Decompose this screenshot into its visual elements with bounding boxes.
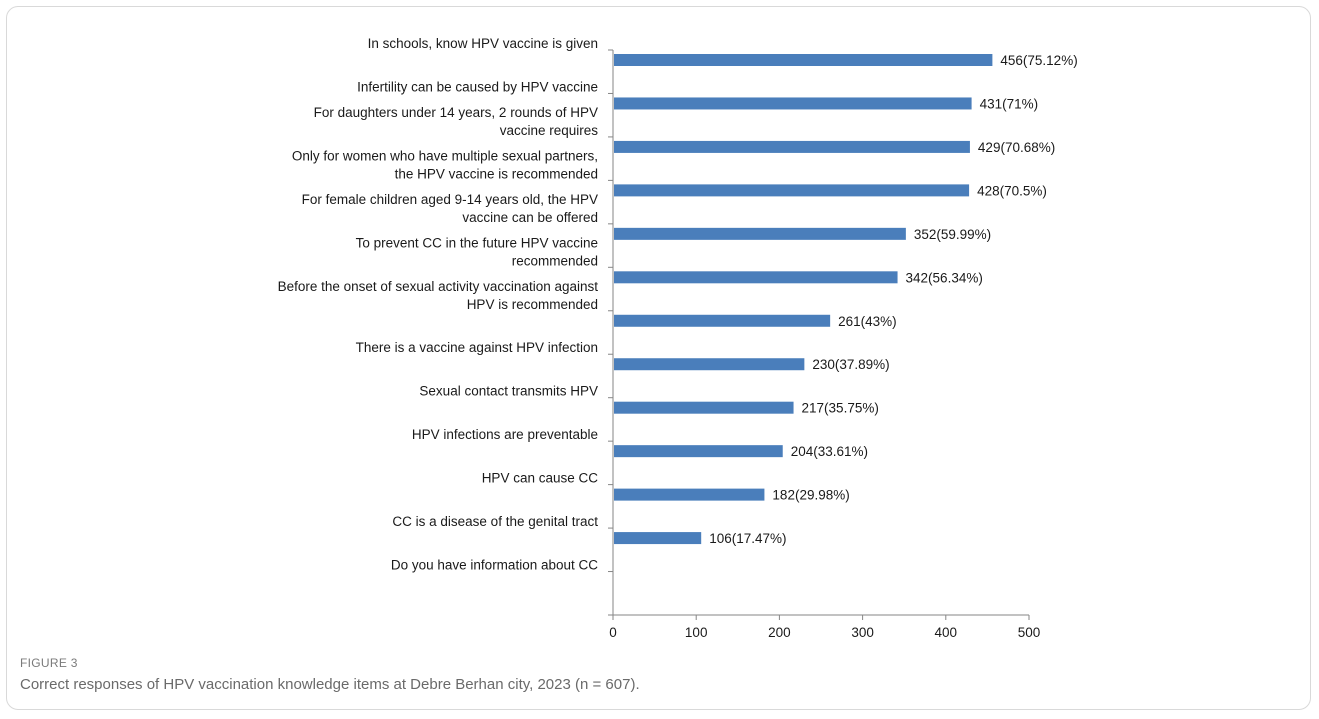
category-label-line: vaccine can be offered: [462, 210, 598, 225]
category-label: Infertility can be caused by HPV vaccine: [357, 79, 598, 94]
category-label: CC is a disease of the genital tract: [392, 514, 598, 529]
category-label: Do you have information about CC: [391, 558, 598, 573]
x-tick-label: 0: [609, 625, 617, 640]
category-label-line: recommended: [512, 253, 598, 268]
bar: [614, 54, 993, 66]
x-tick-label: 400: [935, 625, 958, 640]
category-label-line: For female children aged 9-14 years old,…: [302, 192, 598, 207]
category-label-line: In schools, know HPV vaccine is given: [368, 36, 598, 51]
category-label-line: CC is a disease of the genital tract: [392, 514, 598, 529]
category-label-line: the HPV vaccine is recommended: [395, 166, 598, 181]
bar: [614, 488, 765, 501]
data-label: 352(59.99%): [914, 227, 991, 242]
data-label: 217(35.75%): [802, 401, 879, 416]
category-label-line: Before the onset of sexual activity vacc…: [278, 279, 599, 294]
category-label: For daughters under 14 years, 2 rounds o…: [314, 105, 599, 138]
bar: [614, 445, 783, 458]
bar: [614, 314, 831, 327]
bar: [614, 532, 702, 545]
bar-chart: 0 100 200 300 400 500 456(75.12%) In schools, k…: [278, 36, 1078, 640]
category-label: Only for women who have multiple sexual …: [292, 148, 598, 181]
data-label: 431(71%): [980, 96, 1039, 111]
figure-frame: [6, 6, 1311, 710]
x-tick-label: 200: [768, 625, 791, 640]
category-label: Before the onset of sexual activity vacc…: [278, 279, 599, 312]
data-label: 342(56.34%): [906, 270, 983, 285]
data-label: 429(70.68%): [978, 140, 1055, 155]
x-tick-label: 300: [851, 625, 874, 640]
category-label-line: HPV can cause CC: [482, 471, 599, 486]
data-label: 428(70.5%): [977, 183, 1047, 198]
category-label-line: Do you have information about CC: [391, 558, 598, 573]
x-tick-label: 100: [685, 625, 708, 640]
category-label-line: To prevent CC in the future HPV vaccine: [356, 235, 598, 250]
data-label: 230(37.89%): [812, 357, 889, 372]
category-label-line: Sexual contact transmits HPV: [419, 384, 598, 399]
bar: [614, 401, 794, 414]
bar: [614, 271, 898, 284]
category-label-line: For daughters under 14 years, 2 rounds o…: [314, 105, 598, 120]
category-label: For female children aged 9-14 years old,…: [302, 192, 598, 225]
bar: [614, 358, 805, 371]
category-label: In schools, know HPV vaccine is given: [368, 36, 598, 51]
bar: [614, 227, 906, 240]
category-label: HPV can cause CC: [482, 471, 599, 486]
category-label-line: Only for women who have multiple sexual …: [292, 148, 598, 163]
category-label-line: vaccine requires: [500, 123, 599, 138]
figure-caption: Correct responses of HPV vaccination kno…: [20, 676, 640, 693]
data-label: 106(17.47%): [709, 531, 786, 546]
x-tick-label: 500: [1018, 625, 1041, 640]
category-label: There is a vaccine against HPV infection: [356, 340, 598, 355]
bar: [614, 184, 970, 197]
figure-label: FIGURE 3: [20, 656, 78, 670]
category-label: Sexual contact transmits HPV: [419, 384, 598, 399]
data-label: 204(33.61%): [791, 444, 868, 459]
bar: [614, 97, 972, 110]
bar: [614, 140, 970, 153]
category-label-line: Infertility can be caused by HPV vaccine: [357, 79, 598, 94]
data-label: 456(75.12%): [1000, 53, 1077, 68]
category-label: To prevent CC in the future HPV vaccine r…: [356, 235, 598, 268]
data-label: 261(43%): [838, 314, 897, 329]
category-label-line: HPV infections are preventable: [412, 427, 598, 442]
data-label: 182(29.98%): [772, 488, 849, 503]
category-label-line: There is a vaccine against HPV infection: [356, 340, 598, 355]
category-label: HPV infections are preventable: [412, 427, 598, 442]
category-label-line: HPV is recommended: [467, 297, 598, 312]
